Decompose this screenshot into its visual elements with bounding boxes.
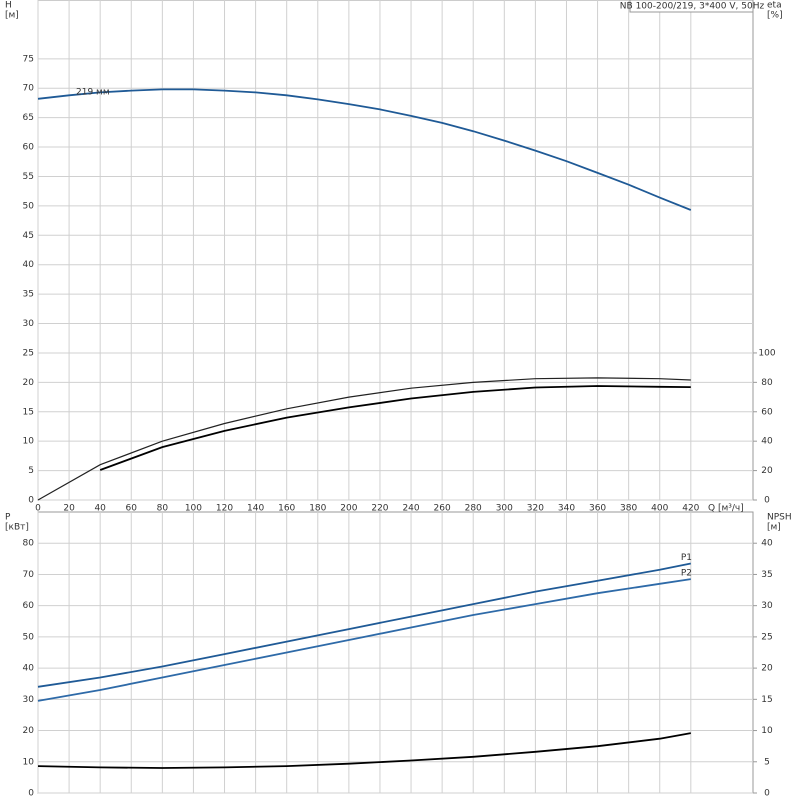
- curve: [37, 732, 691, 769]
- y-tick-label: 5: [28, 466, 34, 476]
- y-tick-label: 0: [28, 496, 34, 506]
- curve: [37, 88, 692, 211]
- y-tick-label: 45: [23, 231, 34, 241]
- curve-label: P2: [681, 569, 692, 579]
- y2-tick-label: 40: [761, 539, 773, 549]
- y-tick-label: 15: [23, 407, 34, 417]
- x-tick-label: 180: [309, 504, 326, 514]
- x-axis-label: Q [м³/ч]: [708, 504, 744, 514]
- y-axis-unit: [м]: [5, 11, 19, 21]
- curve-label: P1: [681, 553, 692, 563]
- y-tick-label: 60: [23, 143, 35, 153]
- x-tick-label: 360: [589, 504, 606, 514]
- y-tick-label: 10: [23, 757, 35, 767]
- y2-tick-label: 20: [761, 466, 773, 476]
- x-tick-label: 300: [496, 504, 513, 514]
- x-tick-label: 20: [63, 504, 75, 514]
- x-tick-label: 160: [278, 504, 295, 514]
- x-tick-label: 340: [558, 504, 575, 514]
- x-tick-label: 140: [247, 504, 264, 514]
- x-tick-label: 240: [402, 504, 419, 514]
- curve: [37, 578, 691, 702]
- y-tick-label: 30: [23, 319, 35, 329]
- y2-axis-label: eta: [767, 1, 782, 11]
- chart-title: NB 100-200/219, 3*400 V, 50Hz: [620, 2, 765, 12]
- y-tick-label: 50: [23, 632, 35, 642]
- y-tick-label: 65: [23, 113, 34, 123]
- y2-tick-label: 40: [761, 437, 773, 447]
- y-tick-label: 20: [23, 378, 35, 388]
- y2-axis-label: NPSH: [767, 513, 792, 523]
- x-tick-label: 40: [94, 504, 106, 514]
- y-axis-label: H: [5, 1, 12, 11]
- x-tick-label: 400: [651, 504, 668, 514]
- y-tick-label: 60: [23, 601, 35, 611]
- y2-tick-label: 20: [761, 664, 773, 674]
- x-tick-label: 420: [682, 504, 699, 514]
- y2-tick-label: 10: [761, 726, 773, 736]
- title-box: [629, 0, 754, 13]
- x-tick-label: 100: [185, 504, 202, 514]
- y-tick-label: 40: [23, 664, 35, 674]
- y-tick-label: 75: [23, 54, 34, 64]
- y-tick-label: 30: [23, 695, 35, 705]
- y-tick-label: 10: [23, 437, 35, 447]
- x-tick-label: 0: [35, 504, 41, 514]
- y2-tick-label: 30: [761, 601, 773, 611]
- y2-axis-unit: [м]: [767, 523, 781, 533]
- y-tick-label: 35: [23, 290, 34, 300]
- curve-label: 219 мм: [76, 87, 110, 97]
- x-tick-label: 320: [527, 504, 544, 514]
- y2-tick-label: 15: [761, 695, 772, 705]
- x-tick-label: 260: [434, 504, 451, 514]
- y2-tick-label: 100: [758, 348, 775, 358]
- y-tick-label: 80: [23, 539, 35, 549]
- x-tick-label: 380: [620, 504, 637, 514]
- plot-area: [37, 0, 754, 501]
- x-tick-label: 220: [371, 504, 388, 514]
- curve: [37, 377, 691, 501]
- y2-tick-label: 35: [761, 570, 772, 580]
- curve: [37, 562, 691, 688]
- y2-tick-label: 5: [764, 757, 770, 767]
- y-tick-label: 50: [23, 201, 35, 211]
- y-tick-label: 70: [23, 84, 35, 94]
- y-tick-label: 0: [28, 789, 34, 799]
- y-axis-label: P: [5, 513, 11, 523]
- y2-tick-label: 80: [761, 378, 773, 388]
- y2-tick-label: 25: [761, 632, 772, 642]
- y2-tick-label: 0: [764, 496, 770, 506]
- y2-tick-label: 60: [761, 407, 773, 417]
- y2-axis-unit: [%]: [767, 11, 783, 21]
- y-tick-label: 25: [23, 348, 34, 358]
- x-tick-label: 80: [157, 504, 169, 514]
- y-tick-label: 40: [23, 260, 35, 270]
- x-tick-label: 60: [126, 504, 138, 514]
- y-tick-label: 70: [23, 570, 35, 580]
- plot-area: [37, 511, 754, 794]
- x-tick-label: 280: [465, 504, 482, 514]
- y-tick-label: 20: [23, 726, 35, 736]
- x-tick-label: 200: [340, 504, 357, 514]
- y-tick-label: 55: [23, 172, 34, 182]
- x-tick-label: 120: [216, 504, 233, 514]
- curve: [99, 385, 691, 471]
- y2-tick-label: 0: [764, 789, 770, 799]
- y-axis-unit: [кВт]: [5, 523, 29, 533]
